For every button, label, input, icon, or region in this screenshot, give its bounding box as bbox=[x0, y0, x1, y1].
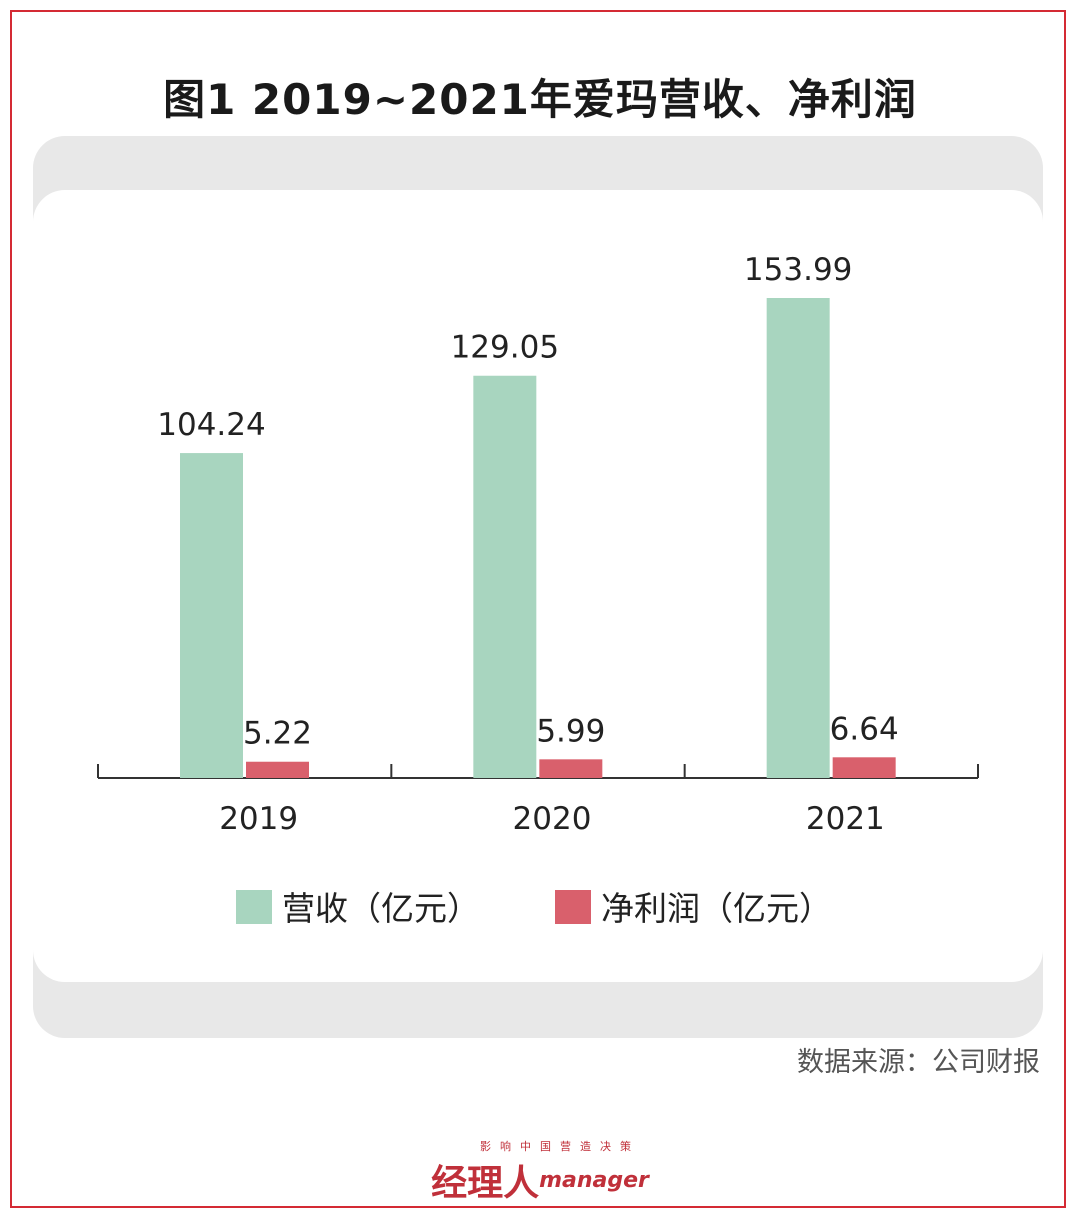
data-label-net-profit-2019: 5.22 bbox=[243, 716, 312, 752]
bar-revenue-2021 bbox=[766, 298, 830, 778]
data-label-revenue-2021: 153.99 bbox=[744, 252, 852, 288]
legend-label-net-profit: 净利润（亿元） bbox=[601, 889, 832, 928]
logo-brand-cn: 经理人 bbox=[431, 1162, 540, 1204]
data-label-revenue-2019: 104.24 bbox=[157, 407, 265, 443]
legend-label-revenue: 营收（亿元） bbox=[282, 889, 480, 928]
x-tick-label-2021: 2021 bbox=[806, 801, 885, 837]
bar-revenue-2020 bbox=[473, 375, 537, 778]
logo-tagline: 影响中国营造决策 bbox=[480, 1140, 640, 1153]
bar-revenue-2019 bbox=[180, 453, 243, 778]
bar-net-profit-2020 bbox=[539, 759, 603, 778]
x-tick-label-2019: 2019 bbox=[219, 801, 298, 837]
bar-net-profit-2021 bbox=[832, 757, 896, 778]
legend-swatch-revenue bbox=[236, 890, 272, 924]
legend-swatch-net-profit bbox=[555, 890, 591, 924]
logo-brand-en: manager bbox=[539, 1168, 649, 1193]
x-tick-label-2020: 2020 bbox=[513, 801, 592, 837]
data-label-revenue-2020: 129.05 bbox=[451, 330, 559, 366]
chart-title: 图1 2019~2021年爱玛营收、净利润 bbox=[163, 75, 917, 124]
data-label-net-profit-2020: 5.99 bbox=[536, 713, 605, 749]
data-source-note: 数据来源：公司财报 bbox=[797, 1047, 1040, 1078]
publisher-logo: 影响中国营造决策 经理人manager bbox=[0, 1138, 1080, 1206]
page-frame bbox=[10, 10, 1066, 1208]
bar-net-profit-2019 bbox=[246, 761, 309, 778]
data-label-net-profit-2021: 6.64 bbox=[830, 711, 899, 747]
